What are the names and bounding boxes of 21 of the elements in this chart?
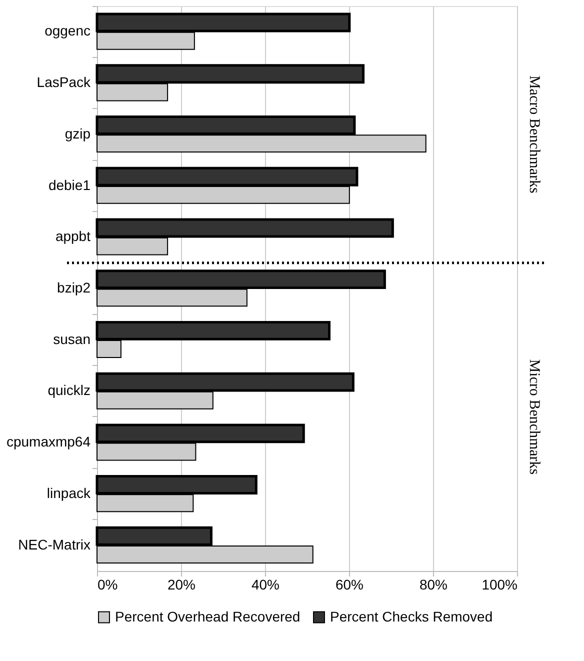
- y-tick-label: NEC-Matrix: [18, 536, 90, 552]
- x-tick-label: 60%: [335, 576, 364, 592]
- y-tick-label: cpumaxmp64: [6, 434, 91, 450]
- text: Macro Benchmarks: [526, 75, 542, 194]
- x-tick-label: 20%: [167, 576, 196, 592]
- y-tick-label: LasPack: [36, 74, 92, 90]
- x-tick-label: 40%: [251, 576, 280, 592]
- x-tick-label: 0%: [98, 576, 118, 592]
- y-tick-label: appbt: [55, 228, 91, 244]
- y-tick-label: debie1: [48, 176, 91, 193]
- text: Micro Benchmarks: [526, 359, 542, 475]
- y-tick-label: linpack: [46, 484, 92, 501]
- y-tick-label: quicklz: [48, 382, 90, 398]
- y-tick-label: oggenc: [44, 22, 90, 39]
- y-tick-label: bzip2: [57, 280, 91, 296]
- y-tick-label: gzip: [64, 125, 91, 142]
- legend-label: Percent Checks Removed: [330, 608, 493, 624]
- y-tick-label: susan: [53, 330, 90, 347]
- x-tick-label: 100%: [482, 576, 518, 592]
- x-tick-label: 80%: [419, 576, 448, 592]
- legend-label: Percent Overhead Recovered: [115, 608, 300, 624]
